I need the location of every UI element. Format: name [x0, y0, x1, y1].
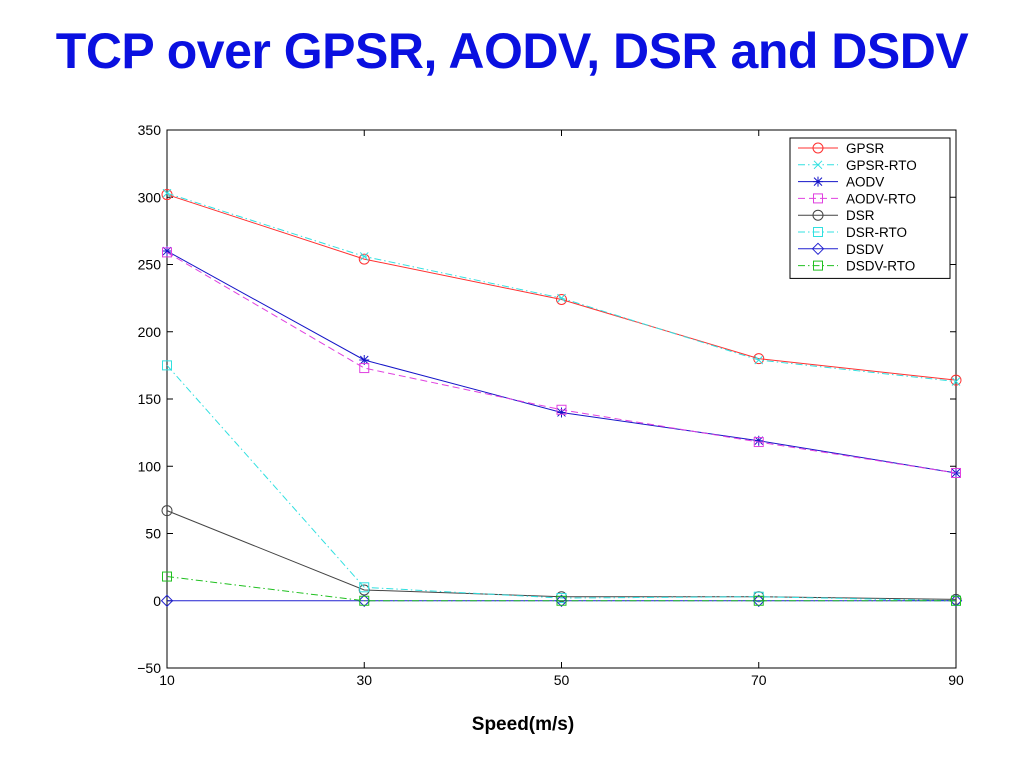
legend-label: DSR-RTO [846, 225, 907, 240]
legend-marker [813, 227, 823, 237]
legend-label: DSDV [846, 242, 884, 257]
data-point [359, 252, 369, 261]
data-point [359, 354, 370, 365]
y-tick-label: 200 [138, 324, 162, 340]
y-tick-label: 50 [145, 526, 161, 542]
legend-marker [813, 260, 823, 271]
legend-marker [811, 242, 825, 256]
legend-item: GPSR [798, 141, 885, 156]
legend-item: DSDV [798, 242, 884, 257]
series-gpsr-rto [162, 188, 961, 386]
data-point [161, 505, 173, 517]
legend-item: DSDV-RTO [798, 259, 915, 274]
x-tick-label: 10 [159, 672, 175, 688]
data-point [162, 571, 172, 582]
x-tick-label: 70 [751, 672, 767, 688]
data-point [162, 246, 172, 257]
x-tick-label: 90 [948, 672, 964, 688]
legend-label: AODV [846, 175, 884, 190]
legend-marker [813, 176, 823, 187]
data-point [359, 582, 370, 593]
data-point [556, 407, 567, 418]
series-line [166, 251, 957, 474]
series-gpsr [161, 189, 962, 386]
data-point [162, 247, 172, 258]
data-point [556, 595, 567, 606]
data-point [949, 594, 963, 607]
legend-item: GPSR-RTO [798, 158, 917, 173]
data-point [753, 437, 764, 448]
x-tick-label: 50 [554, 672, 570, 688]
legend-label: DSDV-RTO [846, 259, 915, 274]
legend-marker [813, 160, 823, 170]
data-point [556, 293, 567, 305]
legend-marker [813, 193, 823, 204]
y-tick-label: 0 [153, 593, 161, 609]
series-layer [160, 188, 963, 607]
data-point [754, 355, 764, 365]
legend-item: AODV [798, 175, 884, 190]
data-point [555, 594, 568, 607]
data-point [951, 467, 961, 478]
x-tick-label: 30 [356, 672, 372, 688]
slide-title: TCP over GPSR, AODV, DSR and DSDV [55, 23, 969, 79]
legend-item: AODV-RTO [798, 191, 916, 206]
series-line [166, 194, 957, 381]
y-tick-label: 300 [138, 189, 162, 205]
legend-item: DSR-RTO [798, 225, 907, 240]
data-point [752, 594, 765, 607]
x-axis-label: Speed(m/s) [472, 714, 574, 735]
series-aodv-rto [162, 247, 961, 478]
data-point [358, 594, 371, 607]
legend-label: GPSR-RTO [846, 158, 917, 173]
legend-label: AODV-RTO [846, 191, 916, 206]
legend-marker [812, 142, 824, 154]
data-point [951, 595, 961, 606]
y-tick-label: −50 [137, 660, 161, 676]
data-point [162, 360, 172, 371]
data-point [950, 374, 962, 386]
data-point [160, 594, 174, 607]
data-point [359, 595, 370, 606]
legend-marker [812, 209, 824, 221]
data-point [753, 435, 764, 446]
series-dsdv-rto [162, 571, 961, 606]
data-point [162, 188, 172, 198]
legend-item: DSR [798, 208, 875, 223]
data-point [557, 293, 566, 303]
data-point [951, 377, 961, 386]
y-tick-label: 350 [138, 122, 162, 138]
data-point [359, 363, 370, 374]
y-tick-label: 100 [138, 458, 162, 474]
y-tick-label: 150 [138, 391, 162, 407]
legend-label: GPSR [846, 141, 885, 156]
legend-box [789, 137, 951, 279]
y-tick-label: 250 [138, 257, 162, 273]
legend-label: DSR [846, 208, 875, 223]
data-point [358, 253, 370, 265]
data-point [753, 595, 764, 606]
series-line [166, 365, 957, 602]
series-line [166, 576, 956, 602]
data-point [556, 404, 567, 415]
